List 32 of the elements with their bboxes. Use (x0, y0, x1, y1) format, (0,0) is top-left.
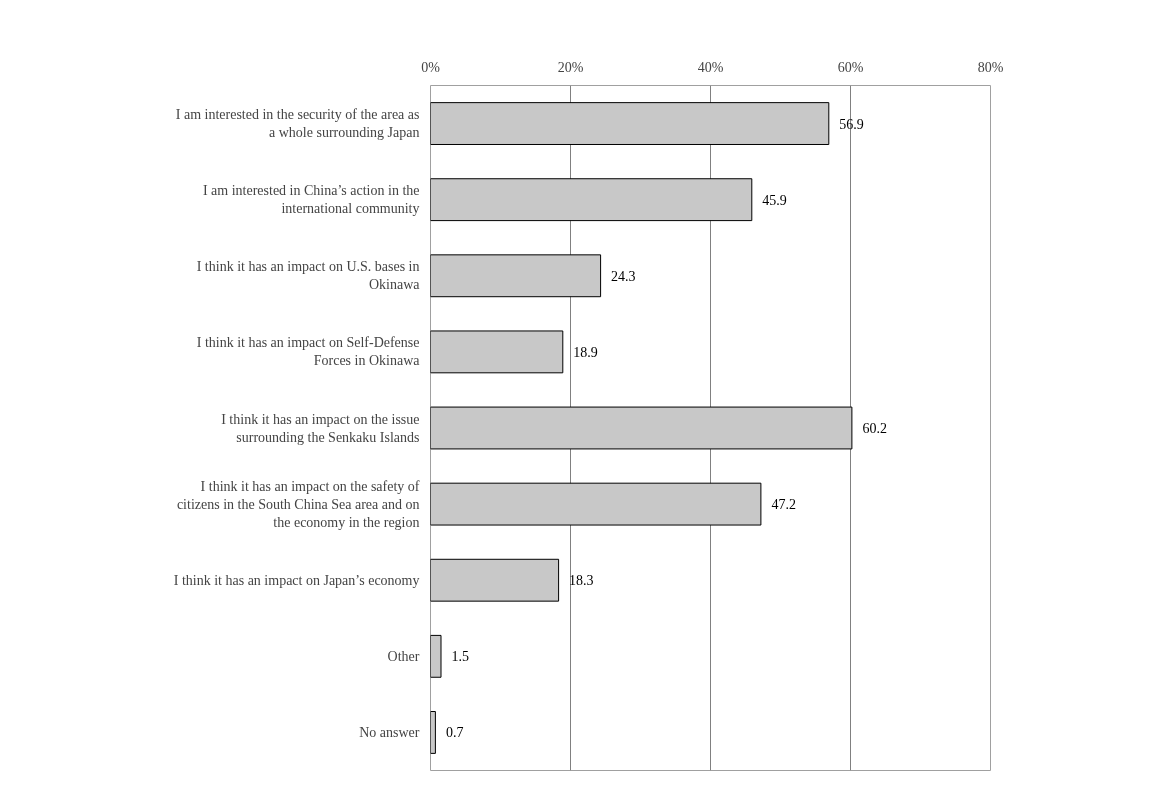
y-tick-label: I am interested in the security of the area as a whole surrounding Japan (175, 107, 420, 141)
data-label: 1.5 (451, 649, 469, 665)
x-tick-label: 60% (837, 59, 864, 75)
bar (430, 178, 753, 222)
data-label: 56.9 (839, 116, 864, 132)
bar (430, 634, 442, 678)
y-tick-label: I think it has an impact on the safety of citizens in the South China Sea area and on the economy in the region (176, 478, 420, 530)
y-tick-label: I think it has an impact on U.S. bases in Okinawa (196, 259, 421, 293)
x-tick-label: 40% (697, 59, 724, 75)
x-tick-label: 0% (421, 59, 441, 75)
y-tick-label: I think it has an impact on Self-Defense Forces in Okinawa (196, 335, 421, 369)
y-tick-label: I think it has an impact on the issue surrounding the Senkaku Islands (221, 411, 420, 445)
x-tick-label: 20% (557, 59, 584, 75)
data-label: 45.9 (762, 192, 787, 208)
data-label: 24.3 (611, 268, 636, 284)
bar (430, 558, 560, 602)
bar (430, 102, 830, 145)
x-tick-label: 80% (977, 59, 1004, 75)
y-tick-label: Other (387, 648, 420, 664)
data-label: 18.9 (573, 344, 598, 360)
bar (430, 330, 564, 374)
data-label: 60.2 (862, 421, 887, 436)
bar (430, 254, 602, 298)
y-tick-label: I think it has an impact on Japan’s economy (173, 572, 420, 588)
data-label: 18.3 (569, 573, 594, 589)
bar (430, 711, 436, 754)
data-label: 47.2 (771, 497, 796, 513)
bar (430, 482, 762, 526)
data-label: 0.7 (445, 725, 464, 741)
y-tick-label: No answer (359, 724, 420, 740)
bar (430, 406, 853, 450)
y-tick-label: I am interested in China’s action in the international community (202, 183, 420, 217)
